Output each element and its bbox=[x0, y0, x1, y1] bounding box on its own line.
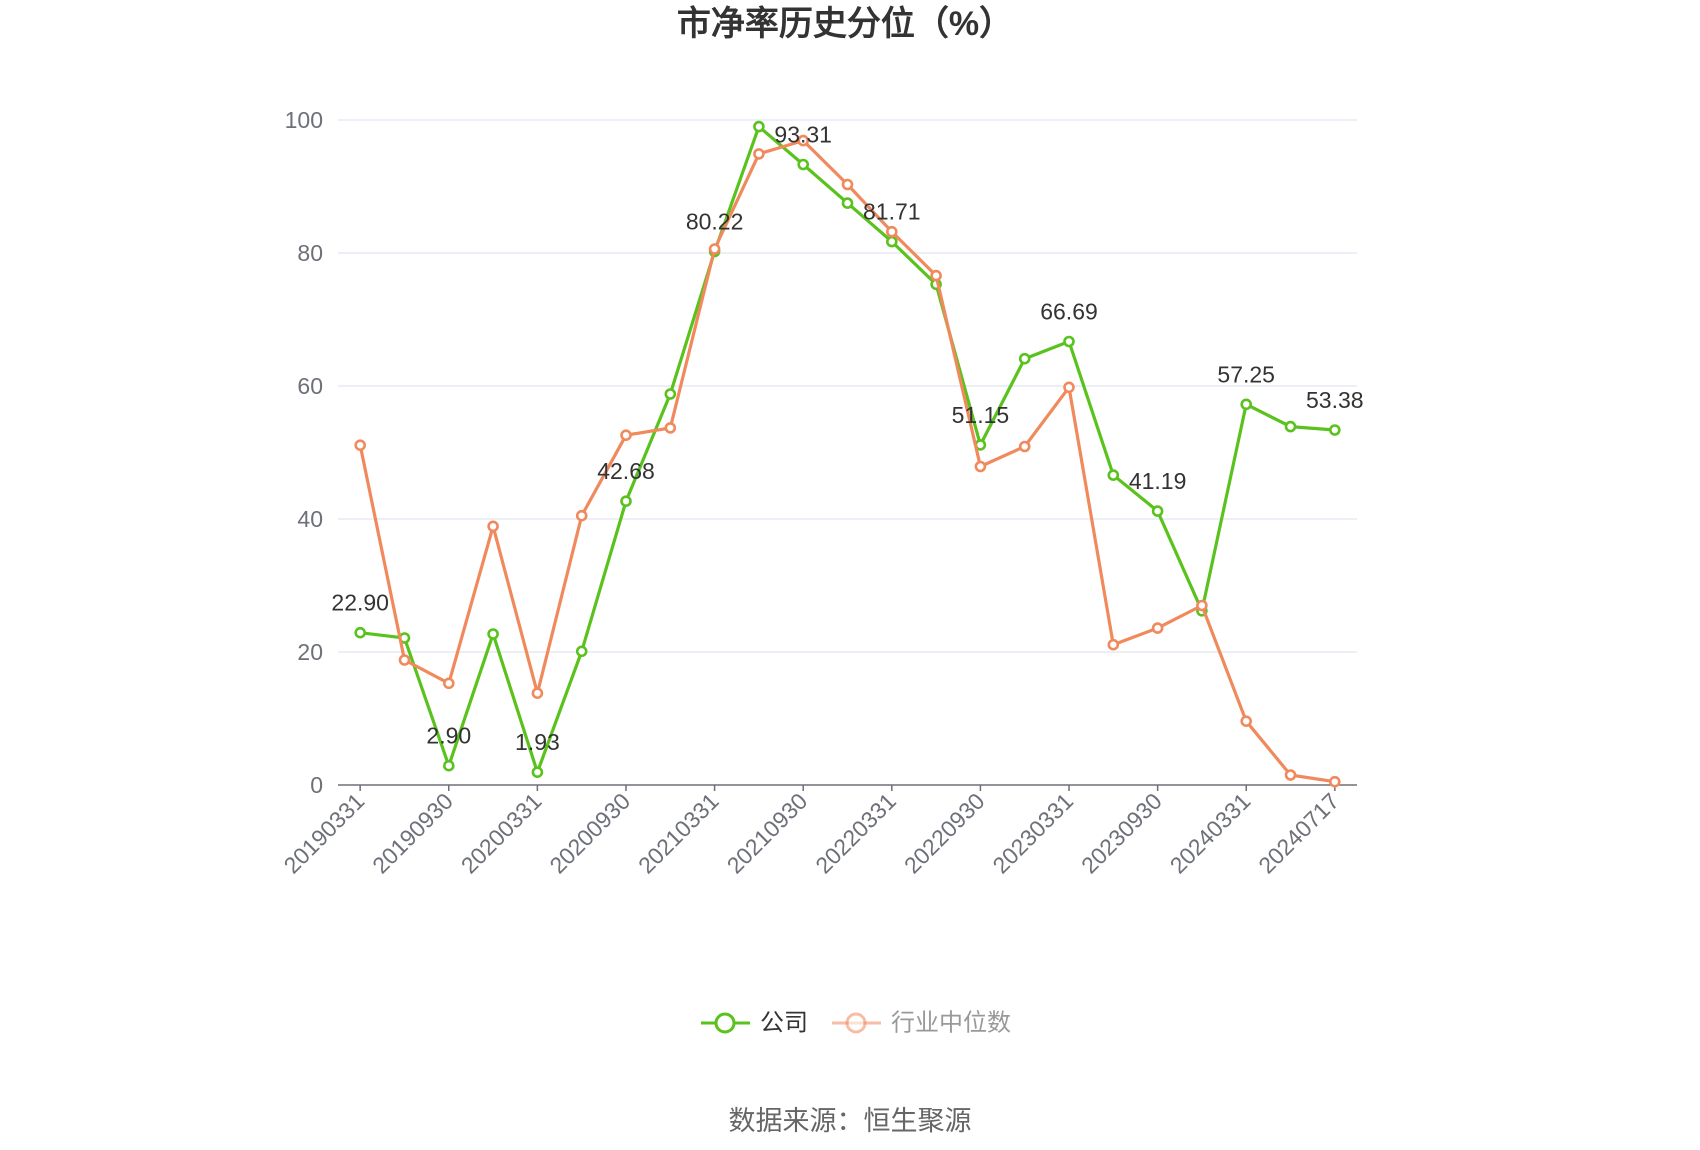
x-tick-label: 20190331 bbox=[279, 788, 370, 879]
data-point bbox=[531, 687, 544, 700]
data-point bbox=[797, 158, 810, 171]
data-point bbox=[841, 178, 854, 191]
data-point bbox=[664, 388, 677, 400]
data-point bbox=[1329, 775, 1341, 788]
x-tick-label: 20240331 bbox=[1165, 788, 1256, 879]
y-tick-label: 40 bbox=[297, 506, 323, 532]
x-axis: 2019033120190930202003312020093020210331… bbox=[279, 785, 1344, 879]
data-point bbox=[442, 677, 455, 690]
data-point bbox=[1151, 505, 1164, 517]
data-label: 53.38 bbox=[1306, 387, 1364, 413]
data-point bbox=[354, 626, 367, 639]
data-point bbox=[753, 120, 765, 133]
data-point bbox=[575, 509, 588, 522]
data-label: 57.25 bbox=[1217, 361, 1275, 387]
data-point bbox=[797, 134, 810, 147]
data-labels: 22.90 2.90 1.93 42.68 80.22 93.31 81.71 51.15 66… bbox=[331, 122, 1363, 756]
y-tick-label: 60 bbox=[297, 373, 323, 399]
data-point bbox=[708, 243, 721, 255]
data-point bbox=[1107, 469, 1120, 481]
chart-title: 市净率历史分位（%） bbox=[677, 4, 1013, 43]
data-point bbox=[1018, 352, 1031, 365]
data-point bbox=[664, 422, 677, 434]
data-point bbox=[974, 460, 987, 473]
series-line bbox=[358, 124, 1337, 774]
data-label: 51.15 bbox=[952, 402, 1010, 428]
data-point bbox=[1240, 398, 1252, 411]
x-tick-label: 20220331 bbox=[810, 788, 901, 879]
gridlines bbox=[338, 119, 1357, 653]
y-tick-label: 80 bbox=[297, 240, 323, 266]
data-point bbox=[1284, 769, 1297, 781]
data-point bbox=[620, 429, 632, 442]
x-tick-label: 20240717 bbox=[1253, 788, 1344, 879]
data-label: 2.90 bbox=[426, 723, 471, 749]
y-tick-label: 0 bbox=[310, 772, 323, 798]
legend-circle-icon bbox=[714, 1012, 736, 1034]
y-tick-label: 20 bbox=[297, 639, 323, 665]
legend-item-company[interactable]: 公司 bbox=[701, 1010, 808, 1037]
data-point bbox=[487, 628, 499, 640]
data-point bbox=[575, 645, 588, 658]
data-point bbox=[1107, 638, 1120, 651]
data-point bbox=[1018, 440, 1031, 453]
legend: 公司 行业中位数 bbox=[701, 1010, 1011, 1037]
data-label: 81.71 bbox=[863, 199, 921, 225]
data-point bbox=[442, 759, 455, 772]
legend-label: 公司 bbox=[760, 1010, 808, 1037]
data-point bbox=[885, 225, 898, 238]
data-point bbox=[1329, 424, 1341, 436]
data-point bbox=[531, 766, 544, 779]
data-point bbox=[487, 520, 499, 533]
series-2 bbox=[354, 134, 1341, 788]
x-tick-label: 20210930 bbox=[722, 788, 813, 879]
data-point bbox=[1284, 420, 1297, 433]
x-tick-label: 20200930 bbox=[544, 788, 635, 879]
data-label: 1.93 bbox=[515, 729, 560, 755]
data-label: 42.68 bbox=[597, 458, 655, 484]
x-tick-label: 20230930 bbox=[1076, 788, 1167, 879]
x-tick-label: 20210331 bbox=[633, 788, 724, 879]
source-note: 数据来源：恒生聚源 bbox=[729, 1106, 972, 1136]
data-point bbox=[930, 269, 942, 282]
y-axis: 0 20 40 60 80 100 bbox=[285, 107, 323, 798]
y-tick-label: 100 bbox=[285, 107, 323, 133]
series-line bbox=[358, 139, 1337, 784]
data-point bbox=[354, 439, 367, 452]
x-tick-label: 20220930 bbox=[899, 788, 990, 879]
legend-label: 行业中位数 bbox=[891, 1010, 1011, 1037]
data-point bbox=[398, 654, 411, 666]
data-point bbox=[620, 495, 632, 508]
series-1 bbox=[354, 120, 1341, 779]
data-label: 93.31 bbox=[774, 122, 832, 148]
series-layer bbox=[354, 120, 1341, 788]
x-tick-label: 20190930 bbox=[367, 788, 458, 879]
data-label: 66.69 bbox=[1040, 299, 1098, 325]
data-point bbox=[1063, 335, 1075, 348]
x-tick-label: 20230331 bbox=[987, 788, 1078, 879]
data-point bbox=[841, 197, 854, 209]
data-point bbox=[885, 235, 898, 248]
data-label: 41.19 bbox=[1129, 468, 1187, 494]
data-point bbox=[1151, 622, 1164, 634]
data-point bbox=[1196, 599, 1208, 612]
data-label: 22.90 bbox=[331, 590, 389, 616]
legend-circle-icon bbox=[845, 1012, 867, 1034]
data-point bbox=[1240, 715, 1252, 728]
data-point bbox=[753, 148, 765, 160]
data-label: 80.22 bbox=[686, 209, 744, 235]
x-tick-label: 20200331 bbox=[456, 788, 547, 879]
legend-item-industry-median[interactable]: 行业中位数 bbox=[832, 1010, 1011, 1037]
data-point bbox=[1063, 381, 1075, 394]
